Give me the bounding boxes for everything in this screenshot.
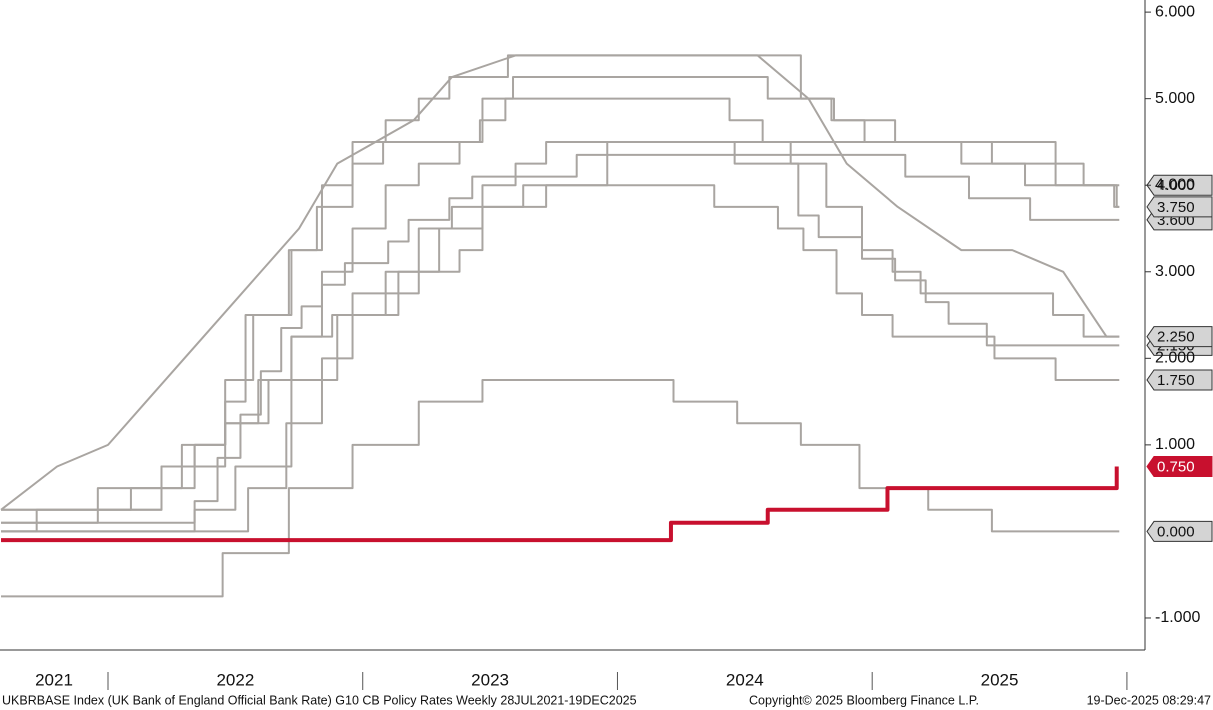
rate-line [1,97,1120,511]
rate-line [0,54,1120,511]
rate-line [1,153,1120,524]
end-label-box [1146,456,1213,478]
x-tick-label: 2024 [726,670,764,689]
y-tick-label: 5.000 [1155,90,1195,107]
rate-line [1,184,1120,533]
end-label-box [1146,520,1213,542]
y-tick-label: 2.000 [1155,350,1195,367]
end-label: 3.750 [1157,199,1195,216]
y-tick-label: 4.000 [1155,176,1195,193]
y-tick-label: 3.000 [1155,263,1195,280]
rate-line [1,378,1120,598]
end-label: 4.000 [1157,177,1195,194]
end-label: 2.250 [1157,329,1195,346]
footer-left: UKBRBASE Index (UK Bank of England Offic… [2,693,637,707]
end-label-box [1146,326,1213,348]
x-tick-label: 2023 [471,670,509,689]
footer-center: Copyright© 2025 Bloomberg Finance L.P. [749,693,979,707]
y-tick-label: 6.000 [1155,3,1195,20]
x-tick-label: 2022 [216,670,254,689]
rate-line [1,76,1120,524]
end-label-box [1146,369,1213,391]
x-tick-label: 2025 [981,670,1019,689]
end-label-box [1146,174,1213,196]
end-label: 0.750 [1157,458,1195,475]
rate-line [1,54,1120,511]
footer-right: 19-Dec-2025 08:29:47 [1087,693,1211,707]
highlight-line [1,466,1119,543]
end-label: 1.750 [1157,372,1195,389]
y-tick-label: -1.000 [1155,609,1200,626]
lines [0,54,1120,598]
end-label: 0.000 [1157,523,1195,540]
end-label-box [1146,196,1213,218]
y-tick-label: 1.000 [1155,436,1195,453]
x-tick-label: 2021 [35,670,73,689]
